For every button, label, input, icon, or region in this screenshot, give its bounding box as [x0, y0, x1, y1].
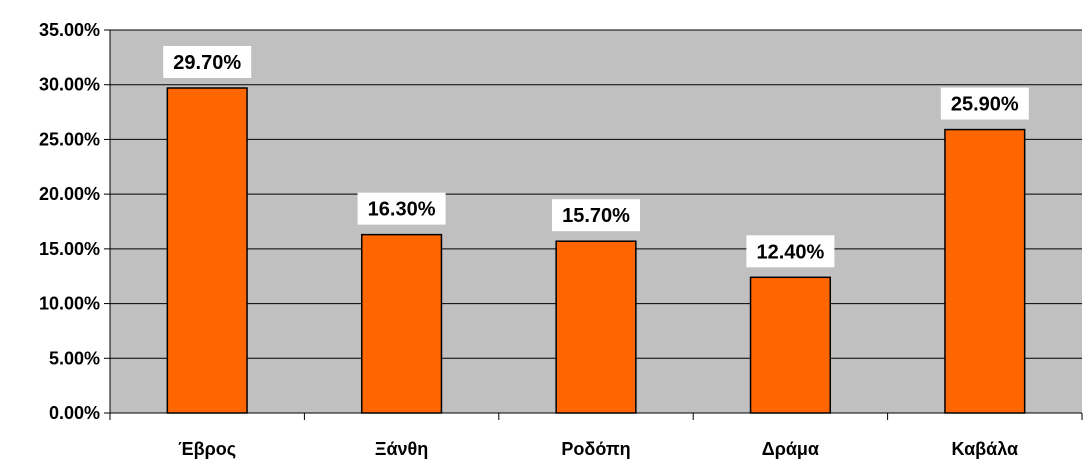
y-tick-label: 10.00%	[39, 294, 100, 314]
y-tick-label: 25.00%	[39, 129, 100, 149]
data-label: 25.90%	[951, 94, 1019, 116]
bar	[166, 87, 248, 414]
x-tick-label: Καβάλα	[952, 439, 1019, 459]
data-label: 29.70%	[173, 52, 241, 74]
y-tick-label: 20.00%	[39, 184, 100, 204]
bar	[944, 128, 1026, 414]
x-tick-label: Δράμα	[762, 439, 819, 459]
x-tick-label: Ροδόπη	[561, 439, 630, 459]
y-tick-label: 15.00%	[39, 239, 100, 259]
data-label-background	[746, 235, 835, 268]
data-label-background	[163, 45, 252, 78]
data-label-background	[552, 199, 640, 232]
y-tick-label: 5.00%	[49, 348, 100, 368]
data-labels: 29.70% 16.30% 15.70% 12.40% 25.90%	[163, 45, 1029, 268]
y-tick-label: 0.00%	[49, 403, 100, 423]
data-label-background	[940, 87, 1029, 120]
y-tick-label: 35.00%	[39, 20, 100, 40]
data-label: 16.30%	[368, 199, 436, 221]
data-label: 12.40%	[756, 241, 824, 263]
x-tick-label: Ξάνθη	[375, 439, 428, 459]
x-tick-label: Έβρος	[178, 439, 236, 459]
bar	[555, 240, 637, 414]
axes	[104, 29, 1083, 420]
x-tick-labels: Έβρος Ξάνθη Ροδόπη Δράμα Καβάλα	[178, 439, 1018, 459]
data-label-background	[357, 192, 446, 225]
y-tick-labels: 0.00% 5.00% 10.00% 15.00% 20.00% 25.00% 30.00%…	[39, 20, 100, 423]
bar	[749, 276, 832, 414]
y-tick-label: 30.00%	[39, 75, 100, 95]
bar	[360, 233, 443, 414]
data-label: 15.70%	[562, 205, 630, 227]
